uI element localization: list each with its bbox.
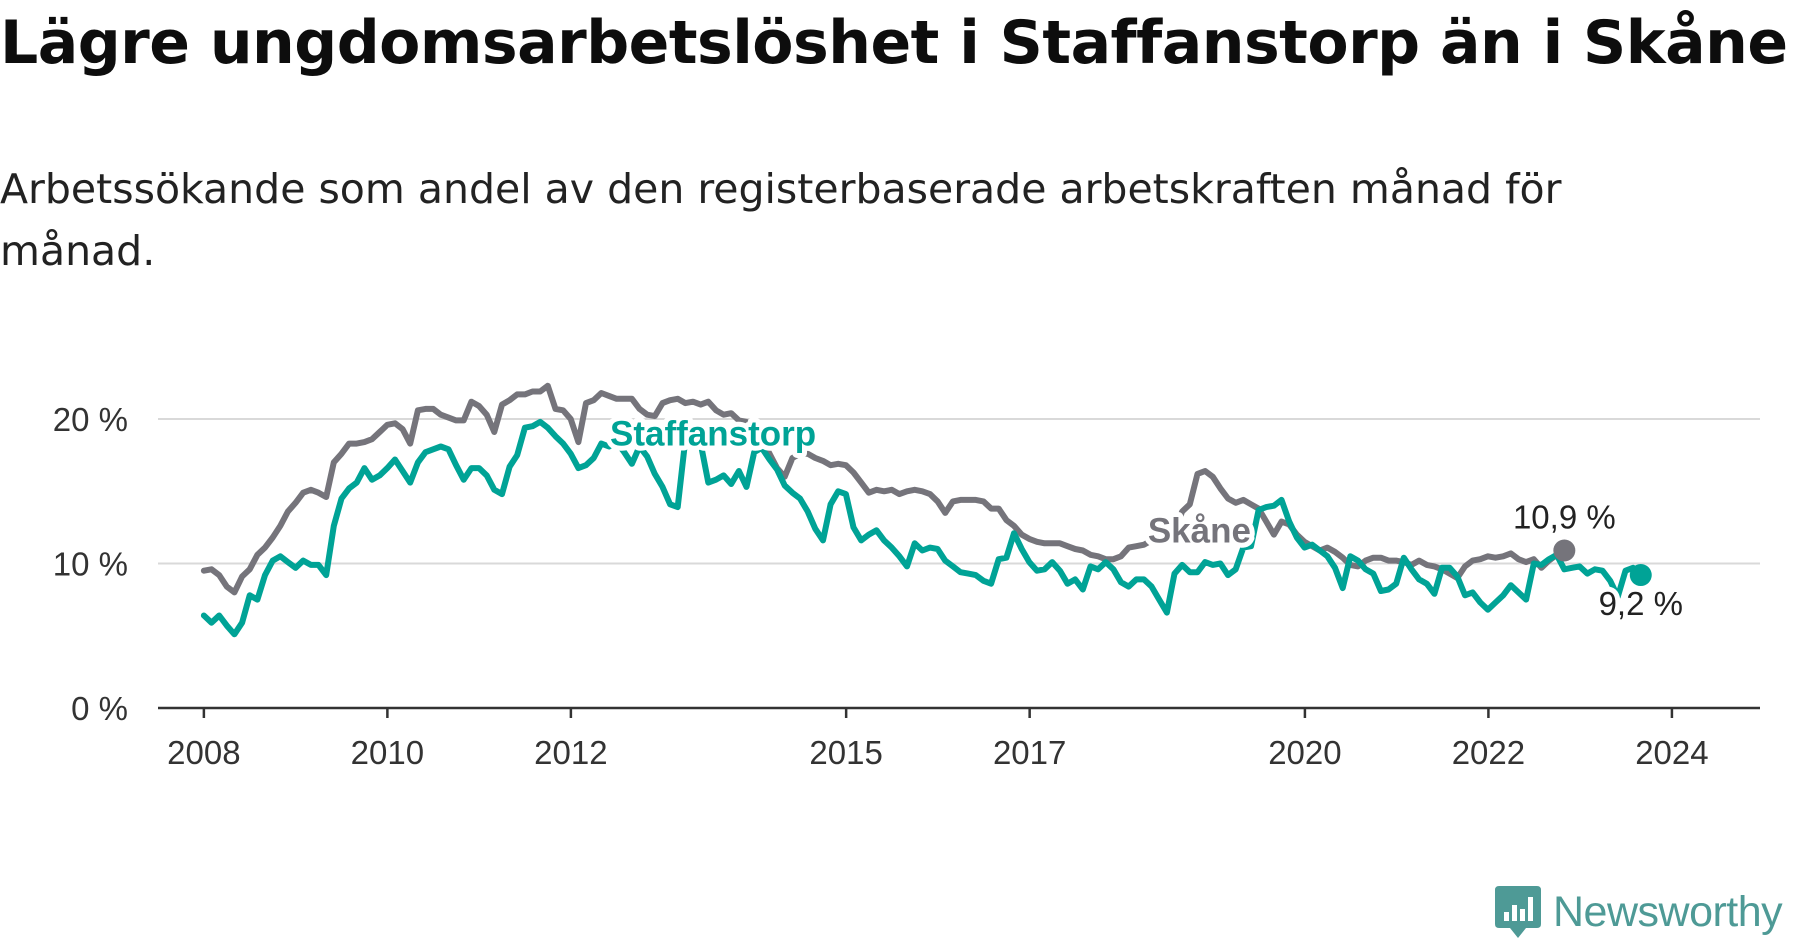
bar-chart-logo-icon (1495, 886, 1541, 938)
endpoint-marker (1629, 564, 1652, 587)
series-line-staffanstorp (200, 418, 1644, 638)
gridlines (158, 418, 1760, 565)
axes: 0 % 10 % 20 % 2008 2010 2012 2015 2017 2020 2022 2… (53, 401, 1760, 771)
endpoint-value-label: 10,9 % (1513, 498, 1616, 535)
series-label-staffanstorp: Staffanstorp (610, 414, 816, 453)
chart-title: Lägre ungdomsarbetslöshet i Staffanstorp… (0, 8, 1788, 78)
y-tick-label: 0 % (71, 690, 128, 727)
series-labels: Skåne Staffanstorp 10,9 % 9,2 % (605, 409, 1688, 627)
x-tick-label: 2010 (351, 734, 424, 771)
endpoint-value-label: 9,2 % (1599, 585, 1683, 622)
endpoint-marker (1553, 539, 1576, 562)
chart-subtitle: Arbetssökande som andel av den registerb… (0, 165, 1562, 275)
x-tick-label: 2008 (167, 734, 240, 771)
y-tick-label: 20 % (53, 401, 128, 438)
newsworthy-logo: Newsworthy (1493, 884, 1783, 940)
x-tick-label: 2017 (993, 734, 1066, 771)
x-tick-label: 2024 (1635, 734, 1708, 771)
x-tick-label: 2022 (1452, 734, 1525, 771)
series-label-sk-ne: Skåne (1148, 511, 1251, 550)
brand-name: Newsworthy (1553, 887, 1783, 936)
x-tick-label: 2020 (1268, 734, 1341, 771)
y-tick-label: 10 % (53, 546, 128, 583)
x-tick-label: 2015 (809, 734, 882, 771)
x-tick-label: 2012 (534, 734, 607, 771)
series-lines (200, 382, 1644, 638)
series-line-sk-ne (200, 382, 1568, 596)
